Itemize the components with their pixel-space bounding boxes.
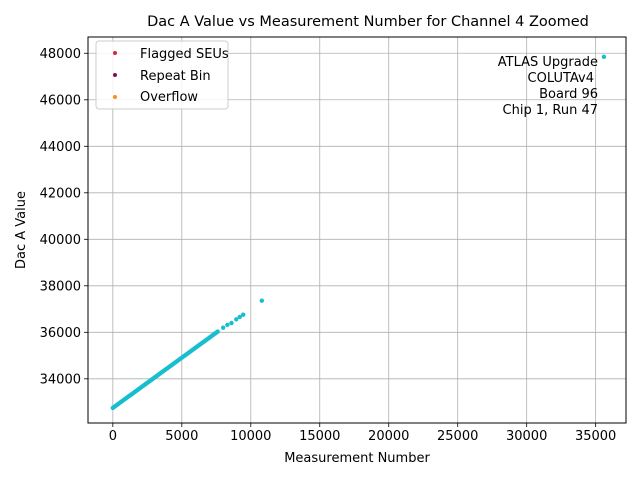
legend-box [95, 40, 229, 110]
data-point [220, 325, 226, 330]
data-point [601, 54, 607, 59]
data-point [234, 317, 239, 322]
data-point [229, 320, 234, 326]
x-tick-label: 35000 [575, 429, 616, 444]
x-tick-label: 20000 [368, 429, 409, 444]
x-tick-label: 25000 [437, 429, 478, 444]
annotation-line-3: Board 96 [539, 87, 598, 102]
legend-marker-repeat-bin [113, 73, 117, 77]
y-tick-label: 40000 [40, 233, 81, 248]
x-tick-label: 10000 [230, 429, 271, 444]
y-tick-label: 34000 [40, 372, 81, 387]
annotation: ATLAS Upgrade COLUTAv4 Board 96 Chip 1, … [498, 55, 598, 118]
data-point [225, 322, 230, 328]
x-tick-label: 5000 [165, 429, 198, 444]
data-points [110, 54, 607, 411]
y-axis-ticks: 34000 36000 38000 40000 42000 44000 46000 48000 [40, 47, 88, 387]
x-axis-label: Measurement Number [284, 451, 430, 466]
data-point [240, 312, 246, 317]
x-axis-ticks: 0 5000 10000 15000 20000 25000 30000 35000 [109, 423, 616, 444]
y-tick-label: 46000 [40, 93, 81, 108]
legend-marker-flagged-seus [113, 51, 117, 55]
y-tick-label: 42000 [40, 186, 81, 201]
data-point [259, 298, 265, 303]
x-tick-label: 15000 [299, 429, 340, 444]
data-point [237, 314, 242, 320]
legend-marker-overflow [113, 95, 117, 99]
y-tick-label: 48000 [40, 47, 81, 62]
annotation-line-4: Chip 1, Run 47 [503, 103, 598, 118]
annotation-line-2: COLUTAv4 [528, 71, 594, 86]
grid [88, 37, 626, 423]
legend-label-repeat-bin: Repeat Bin [140, 69, 211, 84]
y-tick-label: 44000 [40, 140, 81, 155]
legend-label-flagged-seus: Flagged SEUs [140, 47, 229, 62]
y-tick-label: 38000 [40, 279, 81, 294]
chart-title: Dac A Value vs Measurement Number for Ch… [147, 14, 589, 30]
y-axis-label: Dac A Value [14, 191, 29, 269]
legend: Flagged SEUs Repeat Bin Overflow [95, 40, 229, 110]
annotation-line-1: ATLAS Upgrade [498, 55, 598, 70]
x-tick-label: 0 [109, 429, 117, 444]
x-tick-label: 30000 [506, 429, 547, 444]
y-tick-label: 36000 [40, 326, 81, 341]
legend-label-overflow: Overflow [140, 90, 198, 105]
data-point [215, 329, 220, 334]
plot-frame [87, 36, 627, 424]
